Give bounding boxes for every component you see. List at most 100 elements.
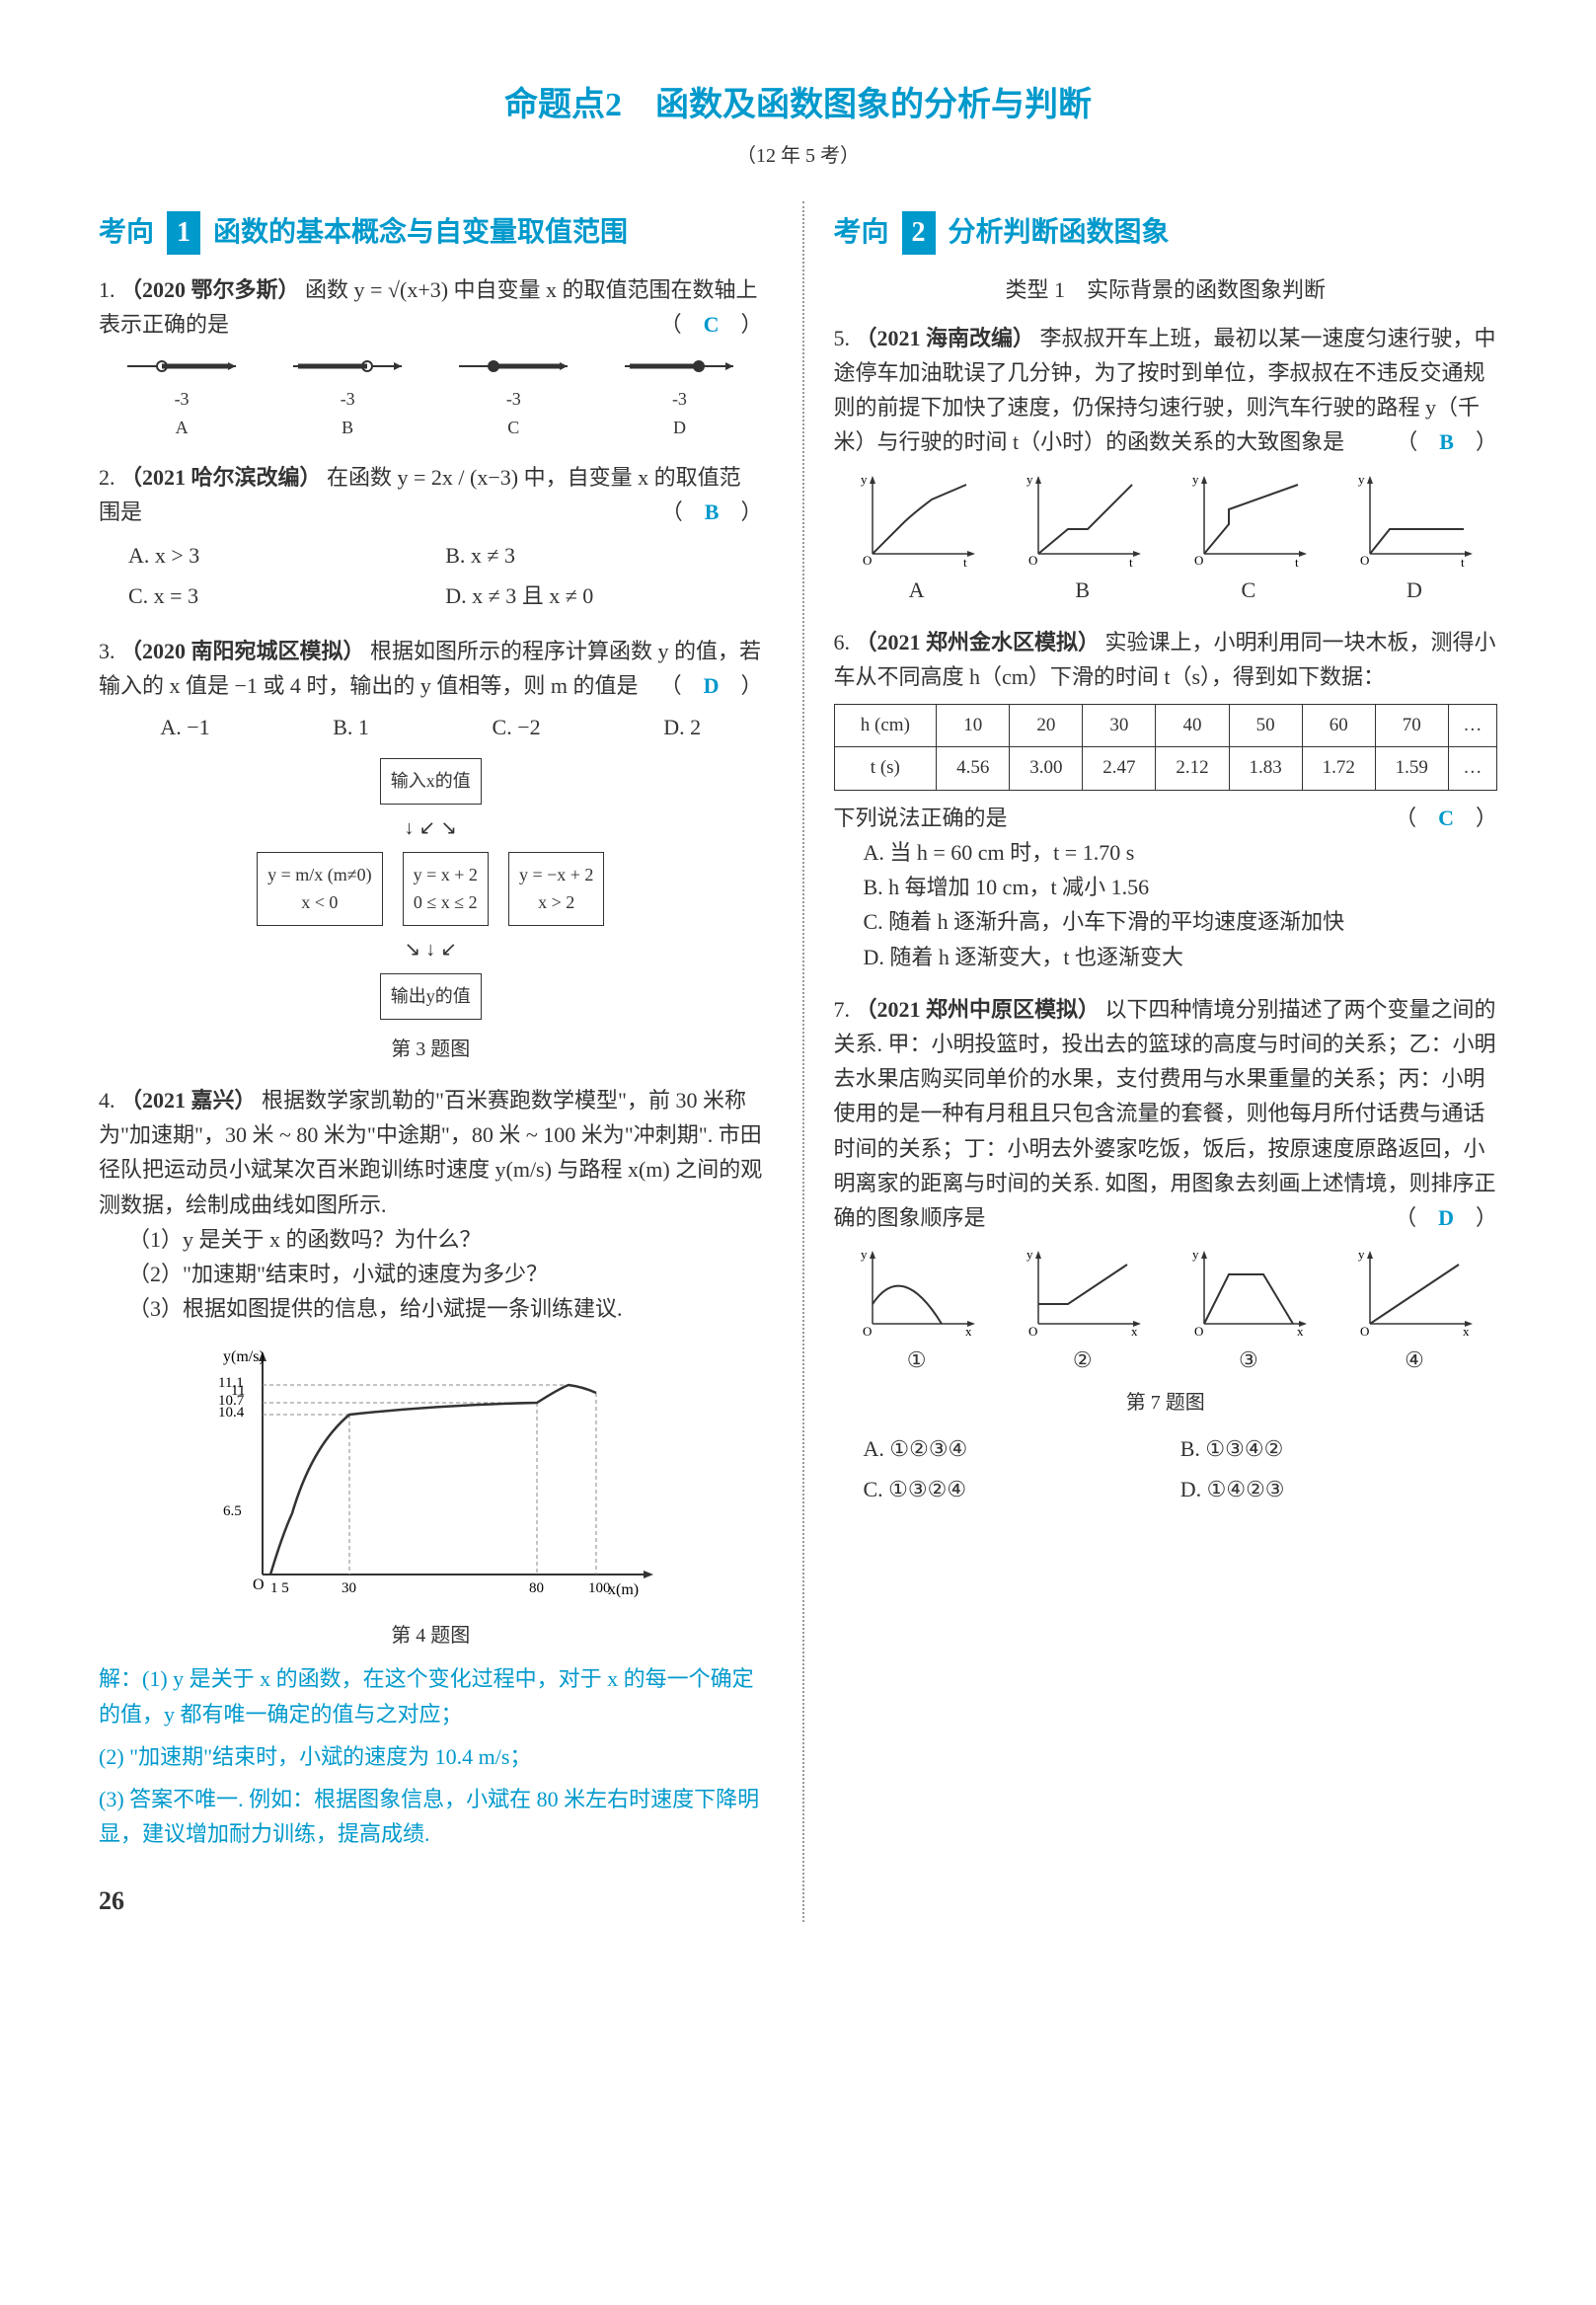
q6-t-6: 1.59 (1375, 747, 1448, 790)
numline-D-tick: -3 (620, 385, 738, 414)
section-title-2: 分析判断函数图象 (949, 217, 1170, 248)
q6-head-h: h (cm) (834, 705, 937, 747)
left-column: 考向 1 函数的基本概念与自变量取值范围 1. （2020 鄂尔多斯） 函数 y… (99, 201, 763, 1922)
svg-text:O: O (863, 553, 872, 568)
q5-label-C: C (1184, 573, 1313, 607)
question-4: 4. （2021 嘉兴） 根据数学家凯勒的"百米赛跑数学模型"，前 30 米称为… (99, 1083, 763, 1851)
page-title: 命题点2 函数及函数图象的分析与判断 (99, 79, 1497, 132)
q7-chart-2: yxO ② (1019, 1245, 1147, 1377)
kaoxiang-badge-2: 2 (902, 211, 936, 254)
svg-text:11: 11 (231, 1383, 245, 1399)
q6-h-4: 50 (1229, 705, 1302, 747)
q5-chart-D: ytO D (1350, 470, 1479, 607)
q1-numlines: -3 A -3 B -3 C -3 D (99, 351, 763, 442)
q3-opt-B: B. 1 (333, 710, 369, 744)
svg-text:y: y (1358, 1247, 1365, 1262)
fc-b2-f: y = x + 2 (414, 861, 478, 889)
q5-charts: ytO A ytO B ytO C ytO D (834, 470, 1498, 607)
q2-answer-paren: （ B ） (661, 495, 763, 529)
svg-text:O: O (863, 1324, 872, 1339)
q5-chart-C: y t O C (1184, 470, 1313, 607)
svg-text:y: y (1192, 472, 1199, 487)
q5-answer-paren: （ B ） (1396, 424, 1497, 459)
numline-A-tick: -3 (122, 385, 241, 414)
svg-text:y: y (1192, 1247, 1199, 1262)
q6-opt-A: A. 当 h = 60 cm 时，t = 1.70 s (834, 835, 1498, 870)
q3-flowchart: 输入x的值 ↓ ↙ ↘ y = m/x (m≠0)x < 0 y = x + 2… (174, 758, 687, 1020)
q4-p2: （2）"加速期"结束时，小斌的速度为多少？ (99, 1257, 763, 1291)
q3-opt-A: A. −1 (160, 710, 209, 744)
q4-sol2: (2) "加速期"结束时，小斌的速度为 10.4 m/s； (99, 1739, 763, 1774)
q6-h-0: 10 (937, 705, 1010, 747)
q7-label-3: ③ (1184, 1343, 1313, 1377)
q2-opts: A. x > 3 B. x ≠ 3 C. x = 3 D. x ≠ 3 且 x … (128, 535, 763, 616)
q5-src: （2021 海南改编） (856, 326, 1035, 350)
q3-answer: D (704, 673, 720, 698)
svg-text:1 5: 1 5 (270, 1580, 289, 1596)
q7-opt-B: B. ①③④② (1180, 1431, 1497, 1466)
section-title-1: 函数的基本概念与自变量取值范围 (213, 217, 628, 248)
q4-p3: （3）根据如图提供的信息，给小斌提一条训练建议. (99, 1291, 763, 1326)
q4-caption: 第 4 题图 (99, 1620, 763, 1652)
q5-chart-A: ytO A (853, 470, 981, 607)
q7-chart-1: yxO ① (853, 1245, 981, 1377)
q2-opt-A: A. x > 3 (128, 538, 445, 573)
numline-C-label: C (454, 414, 572, 442)
q3-opts: A. −1 B. 1 C. −2 D. 2 (99, 710, 763, 744)
subtype-1: 类型 1 实际背景的函数图象判断 (834, 272, 1498, 307)
numline-C: -3 C (454, 351, 572, 442)
svg-text:x: x (965, 1324, 972, 1339)
numline-B-svg (288, 351, 407, 381)
svg-text:O: O (1194, 553, 1203, 568)
kaoxiang-label-2: 考向 (834, 217, 889, 248)
svg-text:y: y (861, 1247, 868, 1262)
fc-b3-c: x > 2 (519, 888, 593, 917)
fc-top: 输入x的值 (380, 758, 482, 805)
right-column: 考向 2 分析判断函数图象 类型 1 实际背景的函数图象判断 5. （2021 … (802, 201, 1498, 1922)
q6-t-3: 2.12 (1156, 747, 1229, 790)
svg-text:O: O (1360, 553, 1369, 568)
numline-C-svg (454, 351, 572, 381)
q3-opt-C: C. −2 (493, 710, 541, 744)
q5-chart-B: ytO B (1019, 470, 1147, 607)
numline-D: -3 D (620, 351, 738, 442)
q4-chart: y(m/s) x(m) O 6.5 10.4 10.7 11.1 11 1 5 … (193, 1338, 667, 1614)
q1-num: 1. (99, 277, 115, 302)
q6-opt-D: D. 随着 h 逐渐变大，t 也逐渐变大 (834, 940, 1498, 974)
q7-opt-A: A. ①②③④ (864, 1431, 1180, 1466)
q7-caption: 第 7 题图 (834, 1387, 1498, 1419)
numline-C-tick: -3 (454, 385, 572, 414)
question-3: 3. （2020 南阳宛城区模拟） 根据如图所示的程序计算函数 y 的值，若输入… (99, 634, 763, 1065)
q7-charts: yxO ① yxO ② yxO ③ yxO ④ (834, 1245, 1498, 1377)
numline-B-tick: -3 (288, 385, 407, 414)
q6-t-5: 1.72 (1302, 747, 1375, 790)
q3-caption: 第 3 题图 (99, 1034, 763, 1065)
svg-text:y: y (861, 472, 868, 487)
svg-text:t: t (1129, 555, 1133, 569)
q2-opt-B: B. x ≠ 3 (445, 538, 762, 573)
numline-B-label: B (288, 414, 407, 442)
svg-text:y: y (1026, 472, 1033, 487)
fc-b3-f: y = −x + 2 (519, 861, 593, 889)
q5-label-D: D (1350, 573, 1479, 607)
arrow-down-icon: ↓ ↙ ↘ (404, 812, 457, 844)
numline-A-svg (122, 351, 241, 381)
svg-text:y(m/s): y(m/s) (223, 1348, 265, 1365)
q6-stem2: 下列说法正确的是 (834, 806, 1008, 830)
q3-opt-D: D. 2 (663, 710, 701, 744)
q6-num: 6. (834, 630, 851, 654)
fc-b2-c: 0 ≤ x ≤ 2 (414, 888, 478, 917)
svg-text:t: t (1461, 555, 1465, 569)
page-subtitle: （12 年 5 考） (99, 140, 1497, 172)
q7-label-4: ④ (1350, 1343, 1479, 1377)
q5-label-A: A (853, 573, 981, 607)
section-head-2: 考向 2 分析判断函数图象 (834, 211, 1498, 254)
q6-h-3: 40 (1156, 705, 1229, 747)
kaoxiang-label: 考向 (99, 217, 154, 248)
svg-text:t: t (1295, 555, 1299, 569)
fc-b3: y = −x + 2x > 2 (508, 852, 604, 927)
page-number: 26 (99, 1881, 763, 1922)
q6-t-0: 4.56 (937, 747, 1010, 790)
q7-opts: A. ①②③④ B. ①③④② C. ①③②④ D. ①④②③ (864, 1428, 1498, 1509)
q1-src: （2020 鄂尔多斯） (120, 277, 300, 302)
